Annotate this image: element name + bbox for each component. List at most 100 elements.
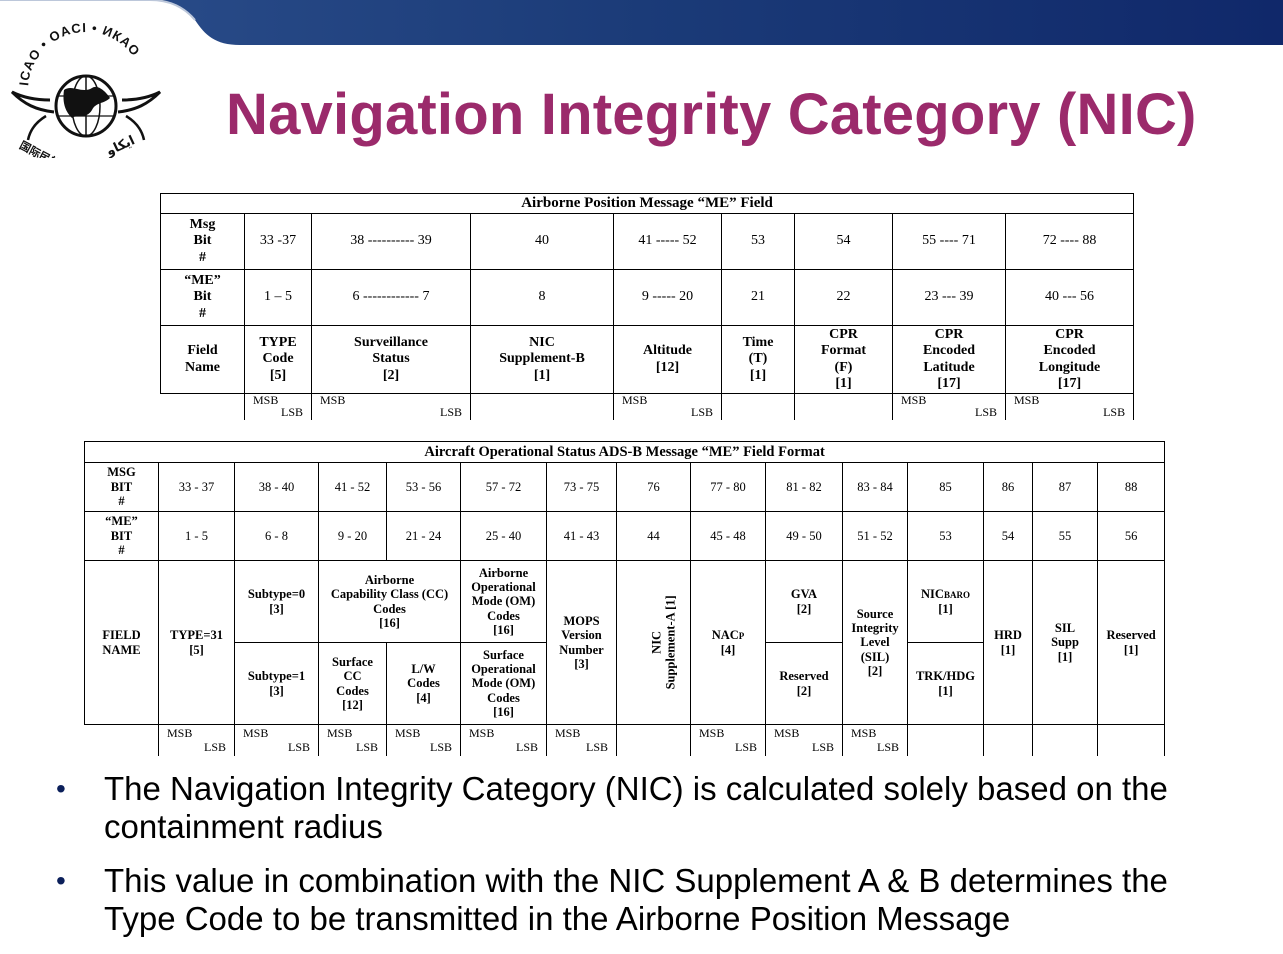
field-reserved-2: Reserved [2] [765, 642, 843, 725]
table-cell: 56 [1096, 511, 1166, 561]
bullet-list: • The Navigation Integrity Category (NIC… [56, 770, 1276, 954]
row-header: Msg Bit # [160, 213, 245, 270]
table-cell: 25 - 40 [460, 511, 547, 561]
field-gva: GVA [2] [765, 560, 843, 643]
table-caption: Aircraft Operational Status ADS-B Messag… [83, 441, 1166, 463]
airborne-position-table: Airborne Position Message “ME” Field Msg… [159, 193, 1135, 420]
table-cell: 53 - 56 [386, 462, 461, 512]
field-nic-supplement-b: NIC Supplement-B [1] [470, 325, 614, 394]
msb-lsb-cell: MSB LSB [1004, 393, 1135, 420]
table-row: MSB LSB MSB LSB MSB LSB MSB LSB MSB LSB MSB LS… [85, 724, 1166, 757]
table-cell: 41 - 52 [318, 462, 387, 512]
table-cell: 22 [794, 269, 893, 326]
table-cell: 40 --- 56 [1004, 269, 1135, 326]
table-cell: 86 [983, 462, 1033, 512]
bullet-dot: • [56, 773, 66, 804]
table-row: MSB LSB MSB LSB MSB LSB MSB LSB MSB LSB [161, 393, 1135, 420]
empty-cell [470, 393, 614, 420]
field-subtype1: Subtype=1 [3] [234, 642, 319, 725]
icao-logo: ICAO • OACI • ИКАО 国际民航组织 ايكاو [6, 18, 166, 181]
table-cell: 8 [470, 269, 614, 326]
empty-cell [983, 724, 1033, 756]
table-cell: 87 [1032, 462, 1098, 512]
table-cell: 21 - 24 [386, 511, 461, 561]
field-cpr-longitude: CPR Encoded Longitude [17] [1004, 325, 1135, 394]
msb-lsb-cell: MSB LSB [460, 724, 547, 756]
svg-text:ايكاو: ايكاو [103, 133, 137, 158]
msb-lsb-cell: MSB LSB [311, 393, 471, 420]
field-lw-codes: L/W Codes [4] [386, 642, 461, 725]
table-cell: 49 - 50 [765, 511, 843, 561]
table-cell: 9 ----- 20 [613, 269, 722, 326]
table-cell: 6 - 8 [234, 511, 319, 561]
empty-cell [721, 393, 795, 420]
svg-text:国际民航组织: 国际民航组织 [17, 138, 82, 158]
table-cell: 83 - 84 [842, 462, 908, 512]
msb-lsb-cell: MSB LSB [765, 724, 843, 756]
field-airborne-om: Airborne Operational Mode (OM) Codes [16] [460, 560, 547, 643]
field-mops-version: MOPS Version Number [3] [546, 560, 617, 725]
table-cell: 41 ----- 52 [613, 213, 722, 270]
table-cell: 77 - 80 [690, 462, 766, 512]
table-cell: 33 - 37 [158, 462, 235, 512]
empty-cell [1096, 724, 1166, 756]
table-cell: 44 [616, 511, 691, 561]
table-cell: 55 [1032, 511, 1098, 561]
field-sil-supp: SIL Supp [1] [1032, 560, 1098, 725]
table-cell: 51 - 52 [842, 511, 908, 561]
field-nacp: NACP [4] [690, 560, 766, 725]
table-cell: 23 --- 39 [892, 269, 1006, 326]
table-caption: Airborne Position Message “ME” Field [159, 193, 1135, 214]
table-cell: 54 [794, 213, 893, 270]
field-surface-om: Surface Operational Mode (OM) Codes [16] [460, 642, 547, 725]
header-banner [0, 0, 1283, 45]
bullet-item: • This value in combination with the NIC… [56, 862, 1168, 937]
field-hrd: HRD [1] [983, 560, 1033, 725]
table-row: Field Name TYPE Code [5] Surveillance Status… [160, 325, 1135, 394]
table-cell: 76 [616, 462, 691, 512]
field-reserved-1: Reserved [1] [1096, 560, 1166, 725]
field-sil: Source Integrity Level (SIL) [2] [842, 560, 908, 725]
row-header: Field Name [160, 325, 245, 394]
table-cell: 6 ------------ 7 [311, 269, 471, 326]
operational-status-table: Aircraft Operational Status ADS-B Messag… [83, 441, 1166, 757]
table-cell: 38 - 40 [234, 462, 319, 512]
field-subtype0: Subtype=0 [3] [234, 560, 319, 643]
blank-cell [85, 725, 159, 757]
field-nic-supplement-a: NIC Supplement-A [1] [616, 560, 691, 725]
table-cell: 41 - 43 [546, 511, 617, 561]
page-title: Navigation Integrity Category (NIC) [226, 82, 1197, 147]
msb-lsb-cell: MSB LSB [546, 724, 617, 756]
table-cell: 38 ---------- 39 [311, 213, 471, 270]
table-cell: 1 - 5 [158, 511, 235, 561]
field-airborne-cc: Airborne Capability Class (CC) Codes [16] [318, 560, 461, 643]
table-row: Msg Bit # 33 -37 38 ---------- 39 40 41 --… [160, 213, 1135, 270]
table-row: MSG BIT # 33 - 37 38 - 40 41 - 52 53 - 56 … [84, 462, 1166, 512]
table-cell: 53 [907, 511, 984, 561]
msb-lsb-cell: MSB LSB [690, 724, 766, 756]
msb-lsb-cell: MSB LSB [386, 724, 461, 756]
field-surface-cc: Surface CC Codes [12] [318, 642, 387, 725]
bullet-dot: • [56, 865, 66, 896]
table-cell: 85 [907, 462, 984, 512]
empty-cell [616, 724, 691, 756]
table-cell: 45 - 48 [690, 511, 766, 561]
msb-lsb-cell: MSB LSB [244, 393, 312, 420]
table-cell: 40 [470, 213, 614, 270]
table-cell: 55 ---- 71 [892, 213, 1006, 270]
table-cell: 88 [1096, 462, 1166, 512]
row-header: “ME” Bit # [160, 269, 245, 326]
field-surveillance-status: Surveillance Status [2] [311, 325, 471, 394]
field-cpr-latitude: CPR Encoded Latitude [17] [892, 325, 1006, 394]
table-cell: 54 [983, 511, 1033, 561]
table-row: Subtype=1 [3] Surface CC Codes [12] L/W Codes… [85, 642, 1165, 725]
row-header: FIELD NAME [84, 560, 159, 725]
field-nic-baro: NICBARO [1] [907, 560, 984, 643]
field-trk-hdg: TRK/HDG [1] [907, 642, 984, 725]
table-cell: 9 - 20 [318, 511, 387, 561]
table-row: “ME” BIT # 1 - 5 6 - 8 9 - 20 21 - 24 25 -… [84, 511, 1166, 561]
field-type31: TYPE=31 [5] [158, 560, 235, 725]
msb-lsb-cell: MSB LSB [613, 393, 722, 420]
msb-lsb-cell: MSB LSB [158, 724, 235, 756]
empty-cell [1032, 724, 1098, 756]
